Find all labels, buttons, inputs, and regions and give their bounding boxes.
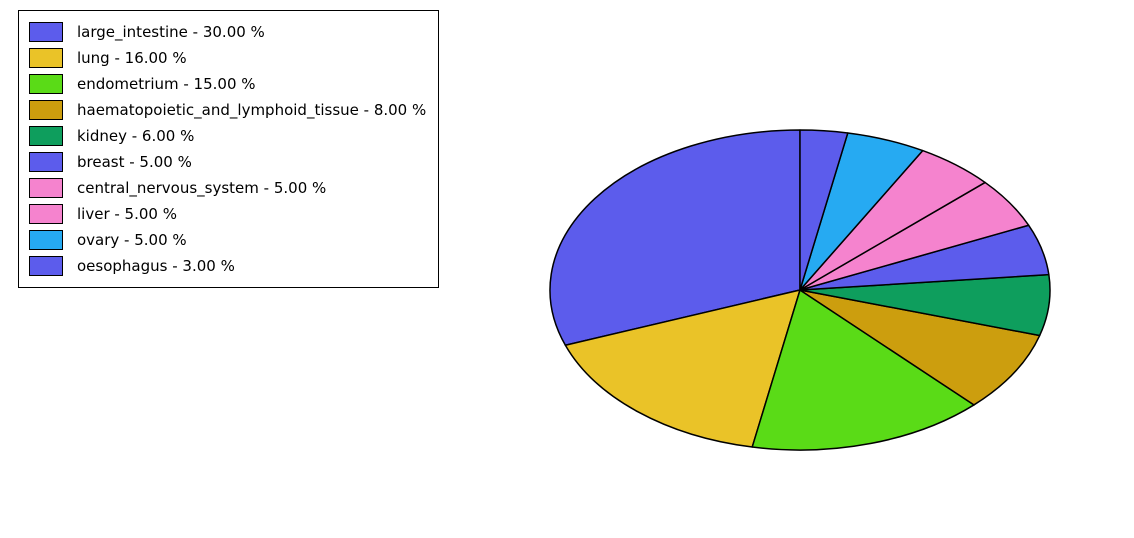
pie-svg [540,80,1060,500]
legend-swatch-oesophagus [29,256,63,276]
legend-item-liver: liver - 5.00 % [29,201,426,227]
legend-label-haematopoietic_and_lymphoid_tissue: haematopoietic_and_lymphoid_tissue - 8.0… [77,101,426,119]
legend-label-oesophagus: oesophagus - 3.00 % [77,257,235,275]
legend-item-central_nervous_system: central_nervous_system - 5.00 % [29,175,426,201]
legend-swatch-central_nervous_system [29,178,63,198]
legend-label-large_intestine: large_intestine - 30.00 % [77,23,265,41]
legend-swatch-haematopoietic_and_lymphoid_tissue [29,100,63,120]
legend-item-haematopoietic_and_lymphoid_tissue: haematopoietic_and_lymphoid_tissue - 8.0… [29,97,426,123]
legend-swatch-breast [29,152,63,172]
legend-swatch-ovary [29,230,63,250]
legend-box: large_intestine - 30.00 % lung - 16.00 % e… [18,10,439,288]
legend-swatch-endometrium [29,74,63,94]
legend-item-lung: lung - 16.00 % [29,45,426,71]
pie-chart [540,80,1060,500]
legend-item-kidney: kidney - 6.00 % [29,123,426,149]
legend-item-ovary: ovary - 5.00 % [29,227,426,253]
legend-swatch-large_intestine [29,22,63,42]
legend-swatch-liver [29,204,63,224]
legend-label-breast: breast - 5.00 % [77,153,192,171]
legend-label-central_nervous_system: central_nervous_system - 5.00 % [77,179,326,197]
legend-item-large_intestine: large_intestine - 30.00 % [29,19,426,45]
legend-item-endometrium: endometrium - 15.00 % [29,71,426,97]
legend-swatch-lung [29,48,63,68]
legend-label-lung: lung - 16.00 % [77,49,187,67]
legend-label-liver: liver - 5.00 % [77,205,177,223]
legend-label-kidney: kidney - 6.00 % [77,127,194,145]
legend-label-ovary: ovary - 5.00 % [77,231,187,249]
legend-label-endometrium: endometrium - 15.00 % [77,75,256,93]
legend-item-breast: breast - 5.00 % [29,149,426,175]
legend-swatch-kidney [29,126,63,146]
legend-item-oesophagus: oesophagus - 3.00 % [29,253,426,279]
